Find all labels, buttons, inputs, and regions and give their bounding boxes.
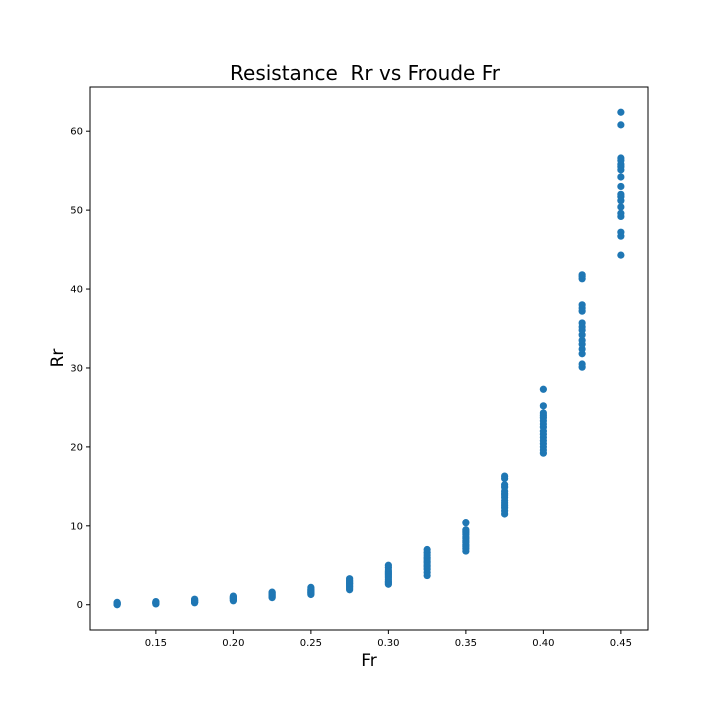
data-point [307,583,315,591]
x-tick-label: 0.25 [300,638,322,649]
data-point [462,519,470,527]
data-point [501,472,509,480]
y-tick-label: 30 [70,363,83,374]
data-point [384,561,392,569]
data-point [539,385,547,393]
data-point [617,108,625,116]
data-point [617,228,625,236]
y-axis-label: Rr [48,349,68,368]
x-tick-label: 0.45 [610,638,632,649]
x-tick-label: 0.35 [455,638,477,649]
data-point [462,526,470,534]
data-point [578,301,586,309]
x-axis-ticks: 0.15 0.20 0.25 0.30 0.35 0.40 0.45 [145,630,632,649]
y-tick-label: 0 [77,600,83,611]
data-point [617,182,625,191]
data-point [617,173,625,181]
data-point [617,190,625,198]
data-point [578,360,586,368]
x-tick-label: 0.20 [222,638,244,649]
y-tick-label: 10 [70,521,83,532]
y-tick-label: 40 [70,285,83,296]
x-tick-label: 0.30 [377,638,399,649]
data-point [539,402,547,410]
data-point [191,595,199,603]
data-points [113,108,625,609]
data-point [617,209,625,217]
data-point [617,121,625,129]
plot-frame [89,86,649,631]
x-tick-label: 0.40 [532,638,554,649]
y-tick-label: 50 [70,206,83,217]
data-point [578,319,586,327]
data-point [617,154,625,162]
data-point [423,545,431,554]
data-point [501,481,509,489]
x-tick-label: 0.15 [145,638,167,649]
data-point [268,588,276,596]
data-point [152,597,160,606]
data-point [539,409,547,417]
y-tick-label: 60 [70,127,83,138]
data-point [346,575,354,583]
data-point [617,251,625,259]
data-point [578,336,586,344]
data-point [113,598,121,606]
data-point [617,203,625,211]
data-point [578,271,586,279]
y-axis-ticks: 0 10 20 30 40 50 60 [70,127,90,611]
chart-title: Resistance Rr vs Froude Fr [230,61,501,85]
data-point [229,592,237,600]
y-tick-label: 20 [70,442,83,453]
x-axis-label: Fr [361,651,377,671]
